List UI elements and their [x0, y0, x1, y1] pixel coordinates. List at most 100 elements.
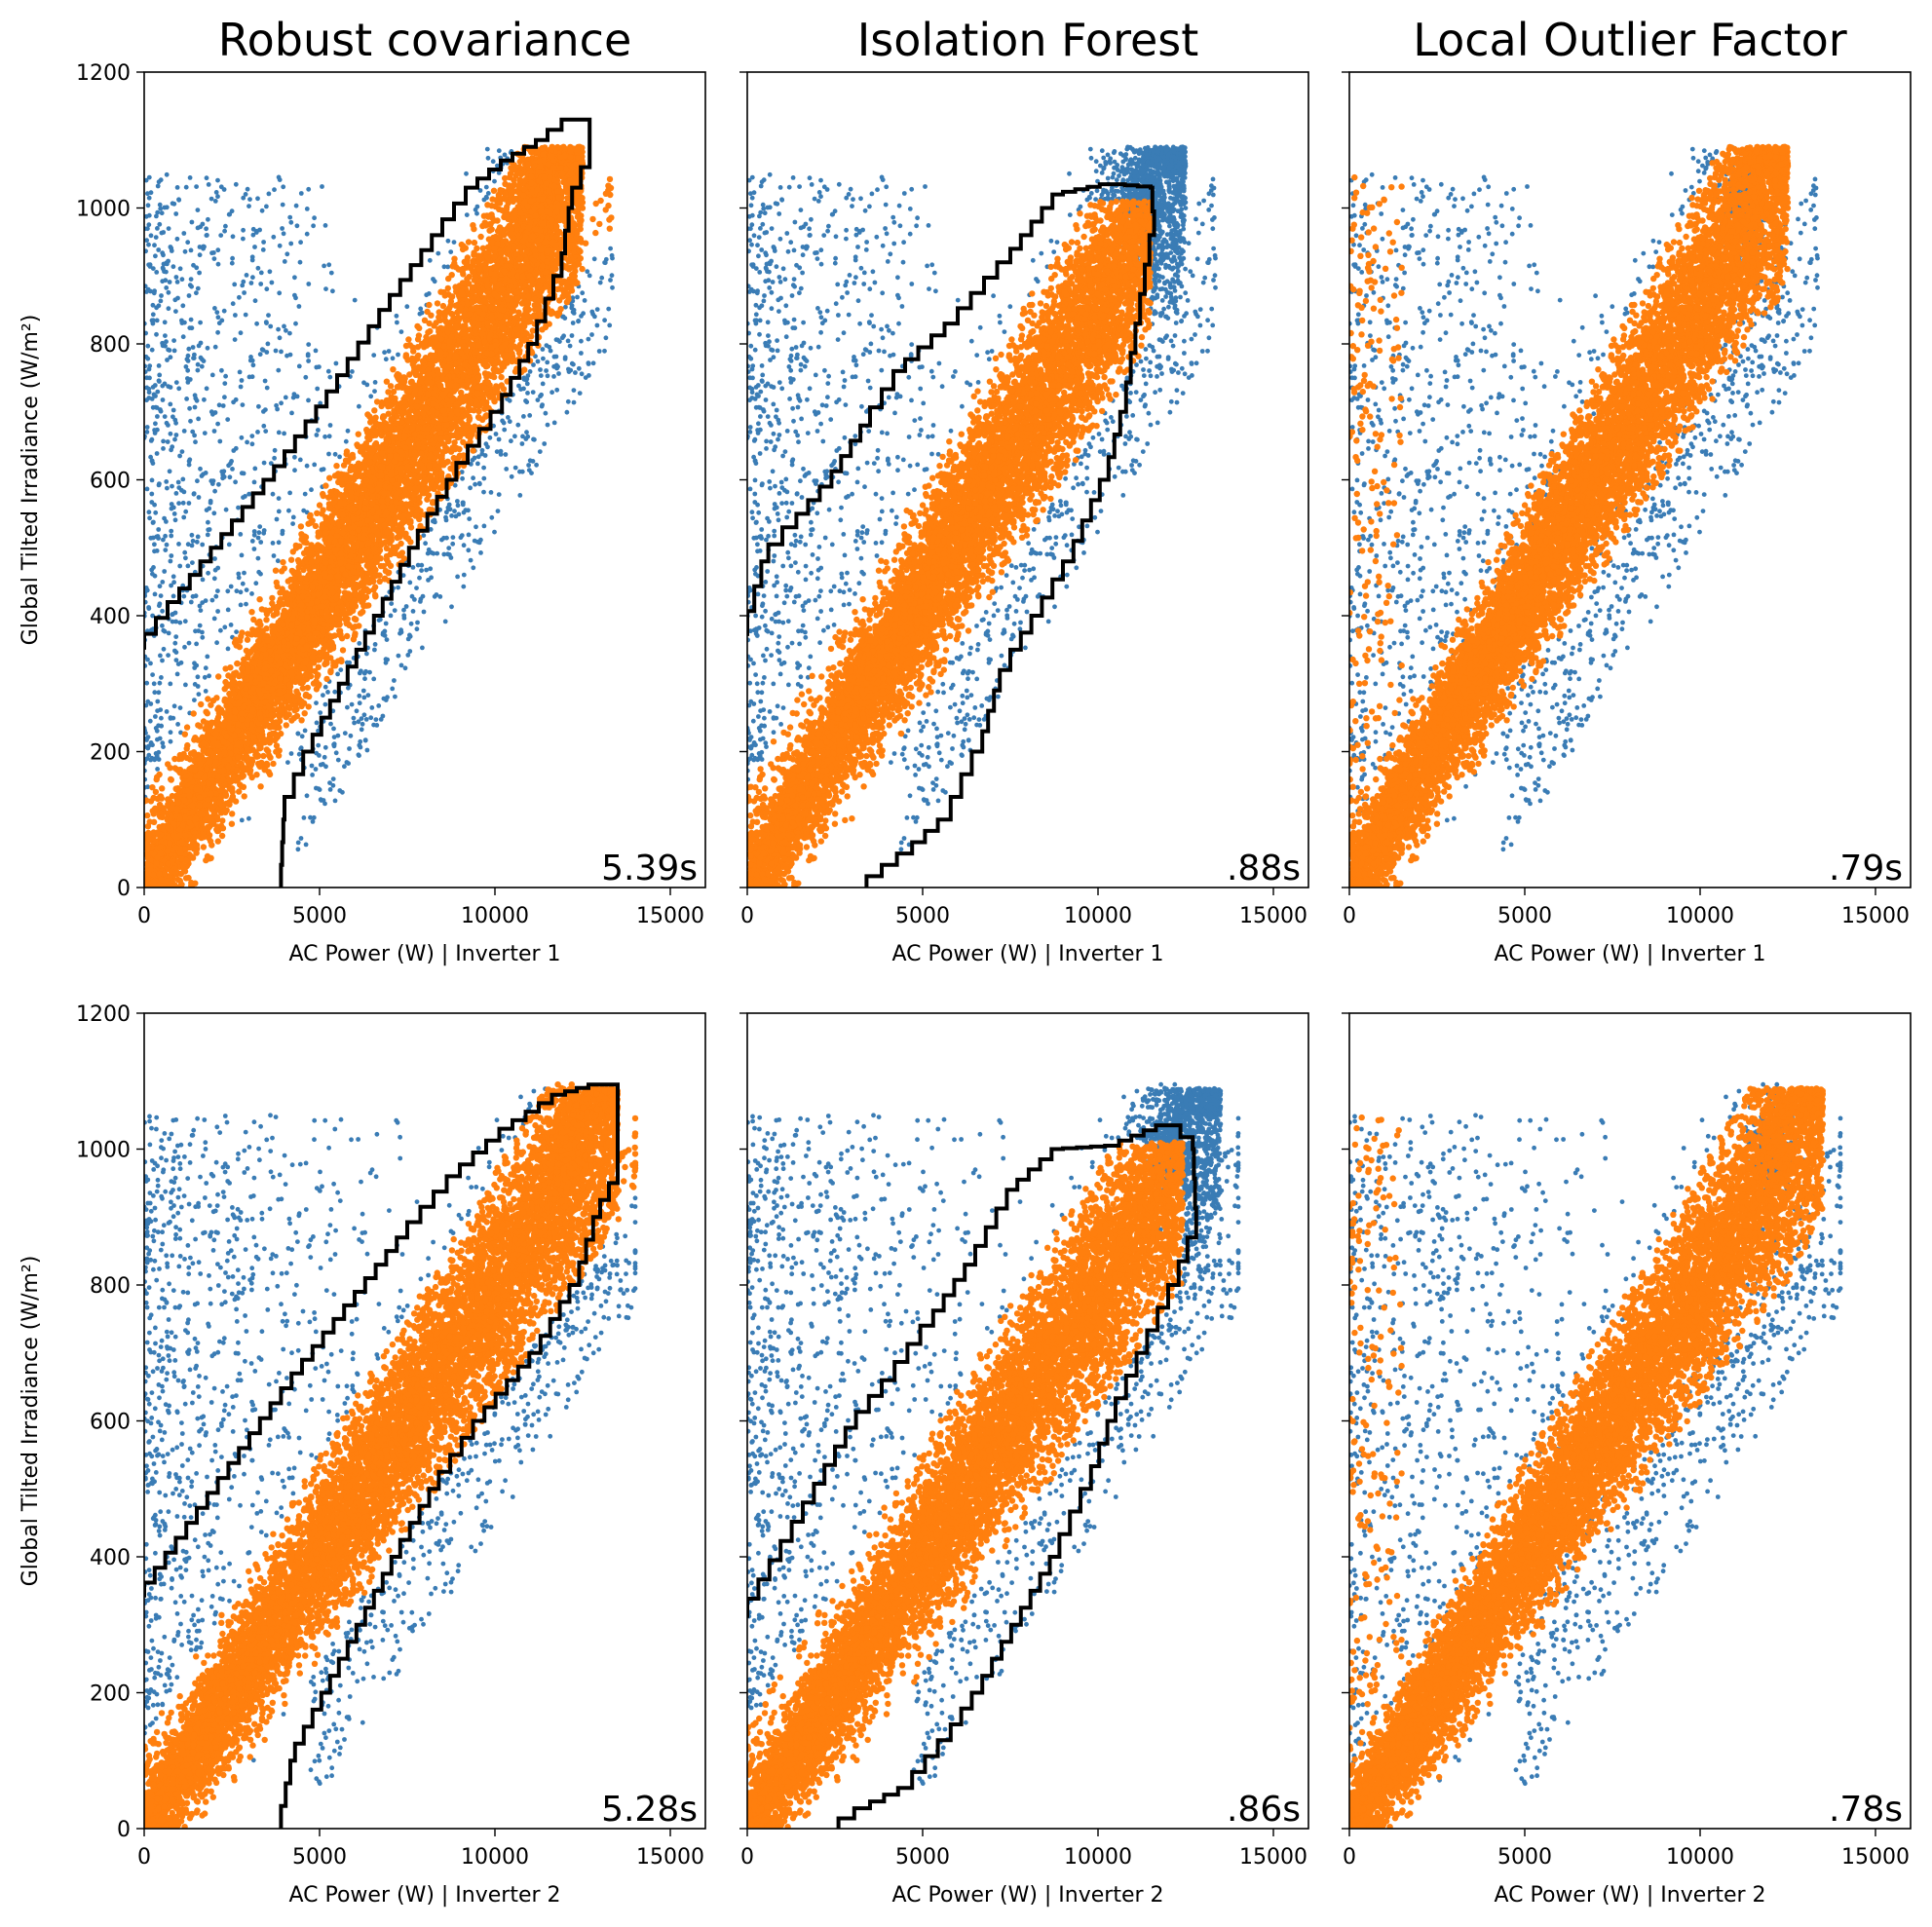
outlier-point	[372, 648, 377, 653]
outlier-point	[229, 459, 234, 464]
outlier-point	[541, 347, 546, 352]
outlier-point	[363, 737, 368, 742]
outlier-point	[155, 414, 160, 419]
outlier-point	[142, 663, 147, 668]
outlier-point	[292, 275, 297, 280]
outlier-point	[164, 339, 169, 344]
outlier-point	[311, 223, 316, 228]
outlier-point	[448, 249, 453, 254]
outlier-point	[291, 515, 296, 520]
outlier-point	[435, 551, 439, 556]
outlier-point	[147, 396, 152, 400]
outlier-point	[509, 438, 513, 443]
outlier-point	[383, 629, 388, 634]
outlier-point	[148, 719, 153, 724]
outlier-point	[604, 257, 609, 262]
outlier-point	[527, 413, 532, 418]
outlier-point	[197, 495, 202, 500]
inlier-point	[327, 669, 333, 675]
outlier-point	[267, 192, 272, 197]
outlier-point	[365, 748, 370, 753]
outlier-point	[257, 524, 262, 529]
outlier-point	[163, 320, 168, 324]
outlier-point	[277, 510, 282, 514]
outlier-point	[250, 539, 255, 544]
outlier-point	[255, 430, 260, 435]
outlier-point	[302, 815, 307, 820]
outlier-point	[415, 626, 420, 631]
outlier-point	[298, 458, 303, 463]
outlier-point	[167, 631, 171, 636]
outlier-point	[196, 226, 201, 231]
outlier-point	[205, 175, 209, 180]
outlier-point	[326, 452, 331, 457]
outlier-point	[171, 338, 176, 343]
outlier-point	[443, 515, 448, 520]
outlier-point	[314, 767, 319, 772]
outlier-point	[272, 456, 277, 461]
outlier-point	[240, 818, 245, 823]
outlier-point	[157, 363, 162, 368]
outlier-point	[358, 671, 362, 676]
outlier-point	[178, 266, 183, 271]
outlier-point	[241, 237, 246, 242]
outlier-point	[246, 816, 251, 821]
outlier-point	[162, 647, 167, 652]
outlier-point	[595, 307, 600, 312]
outlier-point	[249, 281, 254, 285]
outlier-point	[608, 278, 613, 283]
outlier-point	[172, 418, 177, 423]
inlier-point	[364, 411, 370, 417]
outlier-point	[481, 476, 486, 481]
outlier-point	[445, 265, 450, 270]
outlier-point	[164, 519, 169, 524]
outlier-point	[305, 207, 310, 211]
outlier-point	[420, 646, 425, 651]
outlier-point	[305, 793, 310, 798]
outlier-point	[194, 265, 199, 270]
outlier-point	[230, 261, 235, 266]
outlier-point	[153, 253, 158, 258]
outlier-point	[418, 307, 423, 312]
outlier-point	[467, 516, 472, 521]
inlier-point	[470, 222, 475, 228]
outlier-point	[285, 760, 290, 765]
outlier-point	[279, 350, 284, 355]
outlier-point	[229, 585, 234, 589]
outlier-point	[561, 333, 566, 338]
outlier-point	[346, 761, 351, 766]
outlier-point	[246, 492, 251, 497]
outlier-point	[182, 645, 187, 650]
outlier-point	[342, 764, 347, 769]
outlier-point	[389, 614, 394, 619]
outlier-point	[412, 597, 417, 602]
outlier-point	[361, 689, 366, 694]
outlier-point	[237, 576, 242, 581]
outlier-point	[456, 503, 461, 508]
outlier-point	[312, 815, 317, 820]
outlier-point	[282, 231, 286, 236]
outlier-point	[270, 281, 275, 285]
outlier-point	[183, 683, 188, 688]
outlier-point	[253, 298, 258, 303]
outlier-point	[536, 397, 541, 402]
outlier-point	[523, 398, 528, 403]
outlier-point	[260, 208, 265, 213]
outlier-point	[462, 510, 467, 515]
outlier-point	[361, 696, 366, 700]
outlier-point	[362, 712, 367, 717]
outlier-point	[145, 746, 150, 751]
outlier-point	[482, 524, 487, 529]
outlier-point	[157, 379, 162, 384]
outlier-point	[314, 349, 319, 354]
outlier-point	[426, 578, 431, 583]
outlier-point	[158, 737, 163, 741]
outlier-point	[315, 721, 320, 726]
outlier-point	[213, 345, 218, 350]
outlier-point	[256, 266, 261, 271]
outlier-point	[477, 481, 482, 486]
outlier-point	[331, 783, 336, 788]
outlier-point	[352, 721, 357, 726]
outlier-point	[328, 423, 333, 428]
inlier-point	[371, 407, 377, 413]
